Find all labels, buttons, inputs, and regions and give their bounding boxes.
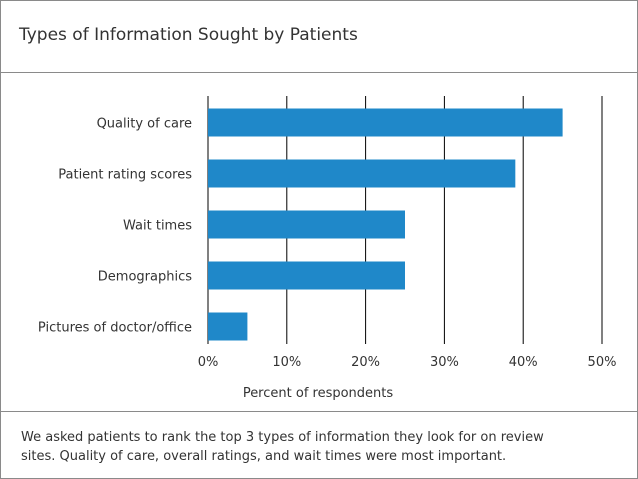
bar [208,261,405,290]
category-labels: Quality of care Patient rating scores Wait… [38,117,192,336]
title-divider [1,72,637,73]
bar [208,210,405,239]
x-tick-labels: 0% 10% 20% 30% 40% 50% [198,355,617,370]
category-label: Demographics [98,270,192,285]
category-label: Wait times [123,219,192,234]
chart-title: Types of Information Sought by Patients [19,25,358,45]
x-tick-label: 10% [272,355,301,370]
caption-line-2: sites. Quality of care, overall ratings,… [21,449,507,464]
bar-chart: Quality of care Patient rating scores Wait… [38,96,617,401]
bar [208,159,516,188]
category-label: Quality of care [97,117,192,132]
x-axis-label: Percent of respondents [243,386,394,401]
category-label: Pictures of doctor/office [38,321,192,336]
bars [208,108,563,341]
x-tick-label: 30% [430,355,459,370]
x-tick-label: 20% [351,355,380,370]
bar [208,312,248,341]
x-tick-label: 40% [509,355,538,370]
chart-caption: We asked patients to rank the top 3 type… [21,428,621,466]
x-tick-label: 50% [588,355,617,370]
caption-divider [1,411,637,412]
x-tick-label: 0% [198,355,219,370]
bar [208,108,563,137]
category-label: Patient rating scores [58,168,192,183]
caption-line-1: We asked patients to rank the top 3 type… [21,430,544,445]
